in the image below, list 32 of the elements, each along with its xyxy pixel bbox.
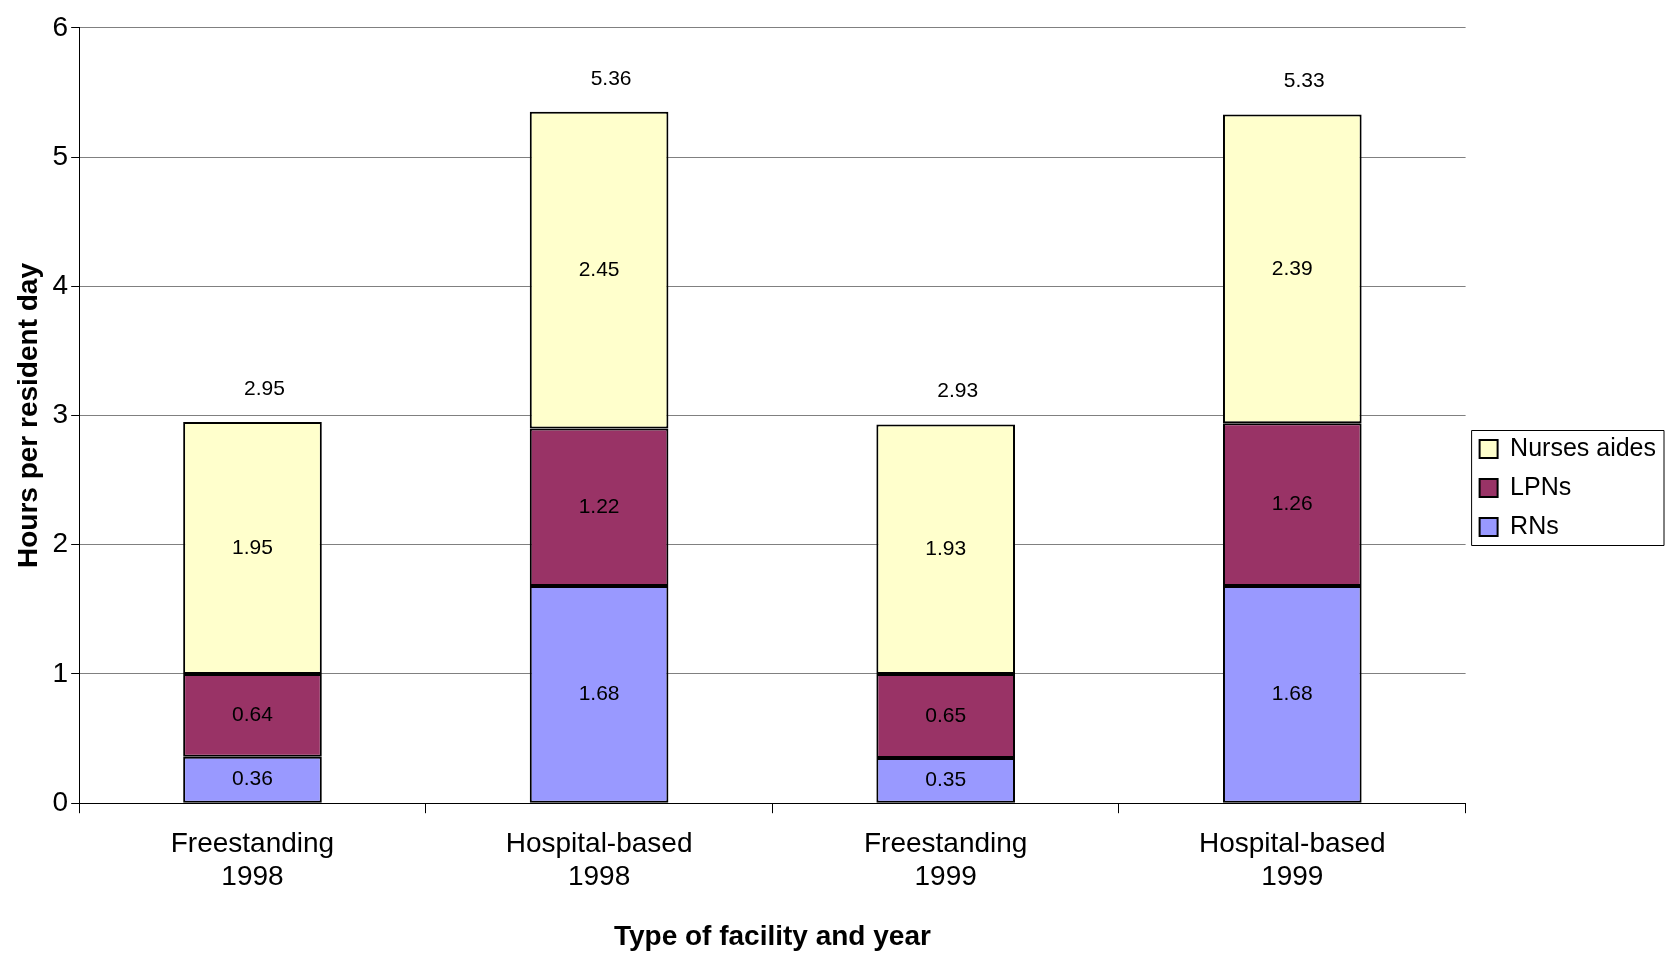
y-tick-label: 0 [52,785,69,817]
x-tick-label: Freestanding 1998 [170,826,335,892]
total-label: 5.36 [590,65,632,89]
total-label: 5.33 [1283,68,1325,92]
data-label: 2.39 [1271,255,1313,279]
legend-label: LPNs [1510,471,1572,500]
data-label: 1.26 [1271,491,1313,515]
legend-label: RNs [1510,510,1559,539]
data-label: 2.45 [578,256,620,280]
data-label: 0.35 [925,767,967,791]
legend-label: Nurses aides [1510,432,1657,461]
data-label: 0.64 [232,702,274,726]
x-axis-title: Type of facility and year [613,919,931,951]
y-axis-title: Hours per resident day [11,262,43,568]
total-label: 2.93 [937,378,979,402]
data-label: 1.68 [1271,681,1313,705]
y-tick-label: 2 [52,527,69,559]
data-label: 1.95 [232,534,273,558]
data-label: 1.93 [925,536,967,560]
y-tick-label: 6 [52,10,69,42]
y-tick-label: 4 [52,268,69,300]
x-tick-label: Freestanding 1999 [863,826,1028,892]
y-tick-label: 1 [52,656,69,688]
data-label: 1.68 [578,681,620,705]
y-tick-label: 5 [52,139,69,171]
y-tick-label: 3 [52,398,69,430]
data-label: 1.22 [578,494,620,518]
data-label: 0.65 [925,702,967,726]
data-label: 0.36 [232,766,273,790]
x-tick-label: Hospital-based 1998 [505,826,693,892]
total-label: 2.95 [244,375,285,399]
x-tick-label: Hospital-based 1999 [1198,826,1386,892]
